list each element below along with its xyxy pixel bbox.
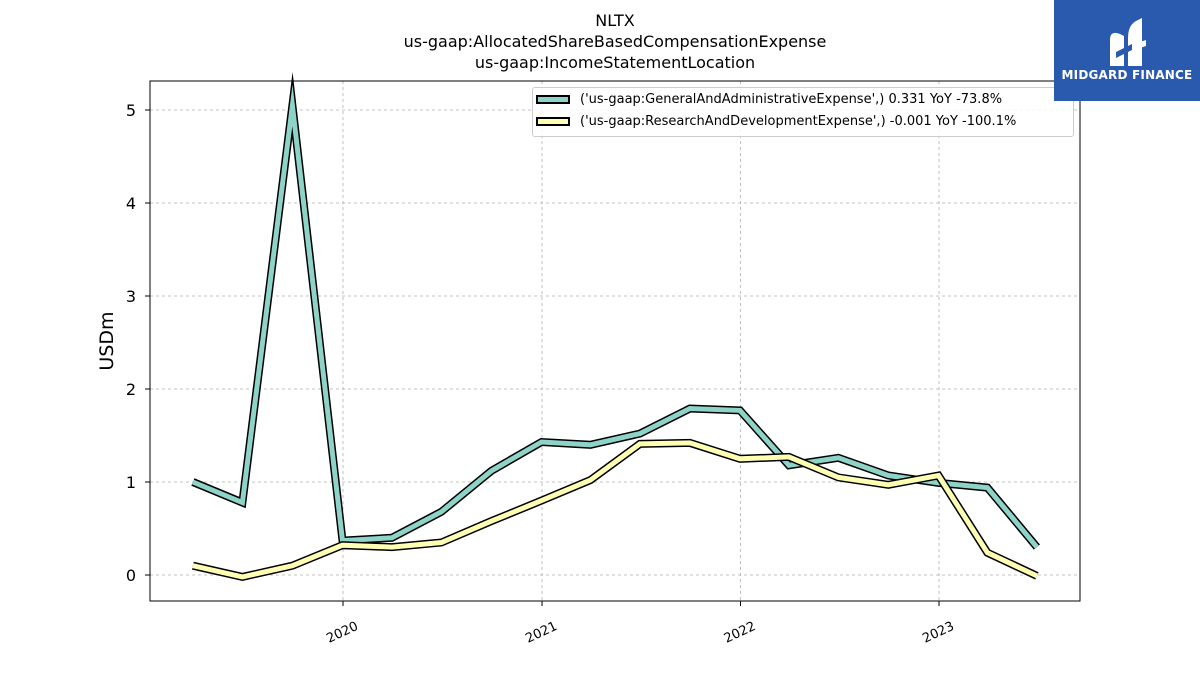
legend-swatch: [536, 117, 570, 126]
y-axis: 0 1 2 3 4 5: [126, 101, 150, 585]
logo-text: MIDGARD FINANCE: [1061, 68, 1193, 82]
chart-title-ticker: NLTX: [595, 11, 635, 30]
chart-title-concept: us-gaap:AllocatedShareBasedCompensationE…: [403, 32, 827, 51]
legend-entry: ('us-gaap:GeneralAndAdministrativeExpens…: [533, 90, 1073, 112]
legend-label: ('us-gaap:GeneralAndAdministrativeExpens…: [580, 92, 1003, 107]
y-tick-label: 1: [126, 473, 136, 492]
y-tick-label: 0: [126, 566, 136, 585]
series-line-0: [191, 84, 1039, 549]
x-tick-label: 2022: [722, 619, 758, 647]
x-tick-label: 2021: [523, 619, 559, 647]
y-tick-label: 3: [126, 287, 136, 306]
y-tick-label: 4: [126, 194, 136, 213]
legend-entry: ('us-gaap:ResearchAndDevelopmentExpense'…: [533, 112, 1073, 134]
chart-title-axis: us-gaap:IncomeStatementLocation: [474, 53, 756, 72]
x-axis: 2020 2021 2022 2023: [324, 601, 957, 647]
y-tick-label: 5: [126, 101, 136, 120]
y-axis-label: USDm: [96, 311, 118, 370]
x-tick-label: 2023: [920, 619, 956, 647]
chart-legend: ('us-gaap:GeneralAndAdministrativeExpens…: [532, 87, 1074, 137]
x-tick-label: 2020: [324, 619, 360, 647]
midgard-finance-logo: MIDGARD FINANCE: [1054, 0, 1200, 101]
legend-label: ('us-gaap:ResearchAndDevelopmentExpense'…: [580, 114, 1017, 129]
series-line-1: [192, 440, 1038, 580]
plot-frame: [149, 80, 1081, 602]
y-tick-label: 2: [126, 380, 136, 399]
series-lines: [191, 71, 1040, 582]
legend-swatch: [536, 95, 570, 104]
midgard-logo-icon: [1110, 18, 1146, 66]
